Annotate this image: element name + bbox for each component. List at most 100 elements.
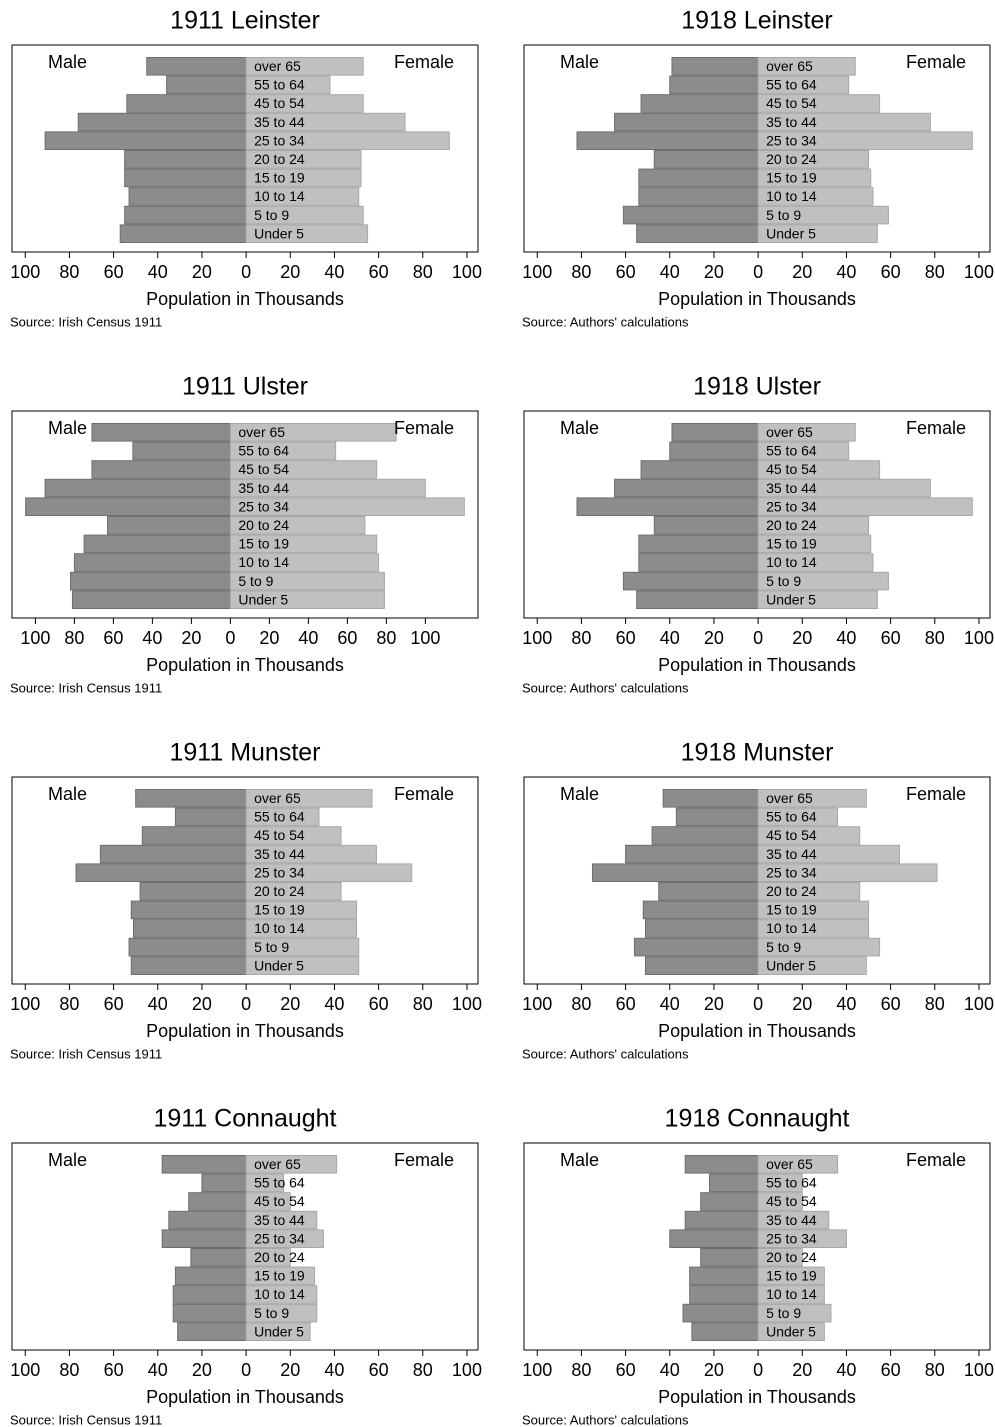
x-axis-label: Population in Thousands: [146, 655, 344, 675]
chart-title: 1918 Ulster: [693, 373, 821, 401]
x-tick-label: 40: [324, 262, 344, 282]
bar: [757, 937, 881, 957]
bar: [139, 882, 247, 901]
x-tick-label: 20: [792, 628, 812, 648]
category-label: 35 to 44: [766, 480, 817, 496]
category-label: 55 to 64: [766, 809, 817, 825]
bar: [671, 423, 759, 442]
chart-panel: 1911 Leinster Under 5 5 to 9 10 to 14 15 to …: [10, 7, 482, 330]
legend-label: Male: [560, 784, 599, 804]
bar: [245, 1210, 318, 1230]
bar: [700, 1192, 759, 1211]
legend-label: Male: [48, 1150, 87, 1170]
category-label: 55 to 64: [254, 77, 305, 93]
x-tick-label: 0: [225, 628, 235, 648]
legend-label: Female: [394, 784, 454, 804]
category-label: 25 to 34: [254, 1230, 305, 1246]
source-note: Source: Irish Census 1911: [10, 1046, 162, 1061]
chart-title: 1918 Connaught: [665, 1105, 850, 1133]
bar: [245, 1173, 285, 1193]
bar: [245, 1229, 324, 1249]
category-label: 35 to 44: [238, 480, 289, 496]
bar: [172, 1303, 247, 1323]
category-label: 55 to 64: [254, 809, 305, 825]
x-tick-label: 40: [148, 262, 168, 282]
x-tick-label: 40: [660, 628, 680, 648]
bar: [757, 919, 870, 938]
x-tick-label: 80: [376, 628, 396, 648]
x-tick-label: 40: [660, 1360, 680, 1380]
bar: [124, 150, 247, 169]
bar: [757, 1248, 803, 1267]
x-tick-label: 60: [616, 628, 636, 648]
category-label: 35 to 44: [766, 846, 817, 862]
bar: [757, 1173, 803, 1193]
legend-label: Male: [560, 52, 599, 72]
x-tick-label: 60: [369, 994, 389, 1014]
bar: [622, 205, 759, 225]
bar: [69, 571, 231, 591]
bar: [757, 150, 870, 169]
bar: [662, 789, 759, 808]
x-tick-label: 100: [522, 262, 552, 282]
bar: [700, 1248, 759, 1267]
category-label: 55 to 64: [238, 443, 289, 459]
bar: [653, 150, 759, 169]
chart-title: 1911 Ulster: [182, 373, 308, 401]
source-note: Source: Authors' calculations: [522, 680, 689, 695]
legend-label: Male: [48, 52, 87, 72]
source-note: Source: Irish Census 1911: [10, 314, 162, 329]
legend-label: Male: [48, 418, 87, 438]
category-label: 35 to 44: [254, 114, 305, 130]
x-tick-label: 40: [324, 994, 344, 1014]
bar: [625, 844, 759, 864]
legend-label: Female: [394, 1150, 454, 1170]
category-label: 20 to 24: [766, 883, 817, 899]
category-label: 45 to 54: [254, 827, 305, 843]
bar: [757, 1266, 825, 1286]
bar: [638, 187, 759, 206]
bar: [638, 168, 759, 188]
x-tick-label: 40: [148, 1360, 168, 1380]
category-label: over 65: [254, 790, 301, 806]
bar: [757, 224, 878, 243]
bar: [44, 478, 231, 498]
x-axis-label: Population in Thousands: [146, 1021, 344, 1041]
bar: [675, 807, 759, 827]
bar: [757, 956, 867, 976]
bar: [669, 1229, 759, 1249]
category-label: Under 5: [254, 957, 304, 973]
bar: [684, 1210, 759, 1230]
chart-title: 1911 Connaught: [153, 1105, 336, 1133]
category-label: 15 to 19: [254, 902, 305, 918]
bar: [642, 900, 759, 920]
category-label: 25 to 34: [766, 1230, 817, 1246]
bar: [757, 57, 856, 76]
category-label: 25 to 34: [766, 864, 817, 880]
category-label: 10 to 14: [238, 554, 289, 570]
x-axis-label: Population in Thousands: [146, 289, 344, 309]
x-tick-label: 60: [337, 628, 357, 648]
bar: [245, 75, 331, 95]
bar: [124, 205, 247, 225]
bar: [658, 882, 759, 901]
bar: [132, 441, 231, 461]
bar: [245, 1322, 311, 1342]
category-label: 20 to 24: [766, 1249, 817, 1265]
bar: [245, 937, 360, 957]
bar: [245, 224, 369, 243]
legend-label: Female: [906, 1150, 966, 1170]
chart-panel: 1911 Ulster Under 5 5 to 9 10 to 14 15 to 19…: [10, 373, 479, 695]
category-label: 55 to 64: [766, 1175, 817, 1191]
category-label: 20 to 24: [238, 517, 289, 533]
bar: [245, 150, 362, 169]
bar: [757, 807, 839, 827]
chart-title: 1918 Leinster: [681, 7, 833, 35]
bar: [757, 571, 889, 591]
source-note: Source: Irish Census 1911: [10, 680, 162, 695]
bar: [245, 1192, 291, 1211]
bar: [245, 826, 342, 845]
bar: [174, 807, 247, 827]
x-axis-label: Population in Thousands: [658, 1021, 856, 1041]
x-tick-label: 100: [10, 262, 40, 282]
